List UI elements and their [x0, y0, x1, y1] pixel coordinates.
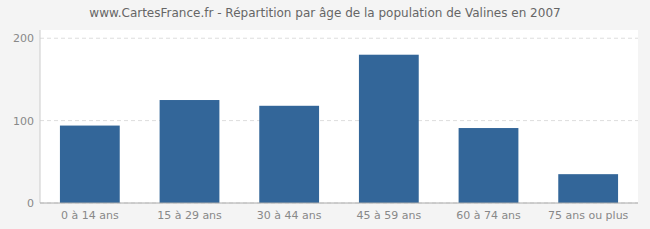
plot-area — [40, 30, 638, 203]
bar — [259, 106, 319, 203]
grid-line — [40, 203, 638, 204]
y-tick-label: 100 — [13, 115, 34, 128]
x-tick-label: 60 à 74 ans — [456, 209, 521, 222]
x-tick-label: 0 à 14 ans — [61, 209, 119, 222]
bar — [359, 55, 419, 203]
x-tick-label: 45 à 59 ans — [356, 209, 421, 222]
bars — [60, 55, 618, 203]
grid-line — [40, 38, 638, 39]
x-axis-line — [40, 203, 638, 204]
bar — [459, 128, 519, 203]
bar — [160, 100, 220, 203]
bar — [558, 174, 618, 203]
y-tick-label: 0 — [27, 197, 34, 210]
bar — [60, 126, 120, 203]
background — [0, 0, 650, 229]
y-tick-label: 200 — [13, 32, 34, 45]
y-axis: 0 100 200 — [13, 30, 638, 210]
x-tick-label: 30 à 44 ans — [257, 209, 322, 222]
title: www.CartesFrance.fr - Répartition par âg… — [89, 6, 560, 20]
grid-line — [40, 120, 638, 121]
chart-container: www.CartesFrance.fr - Répartition par âg… — [0, 0, 650, 229]
x-axis: 0 à 14 ans 15 à 29 ans 30 à 44 ans 45 à 59 … — [40, 203, 638, 222]
x-tick-label: 15 à 29 ans — [157, 209, 222, 222]
y-axis-line — [40, 30, 41, 203]
x-tick-label: 75 ans ou plus — [548, 209, 629, 222]
chart: www.CartesFrance.fr - Répartition par âg… — [0, 0, 650, 229]
